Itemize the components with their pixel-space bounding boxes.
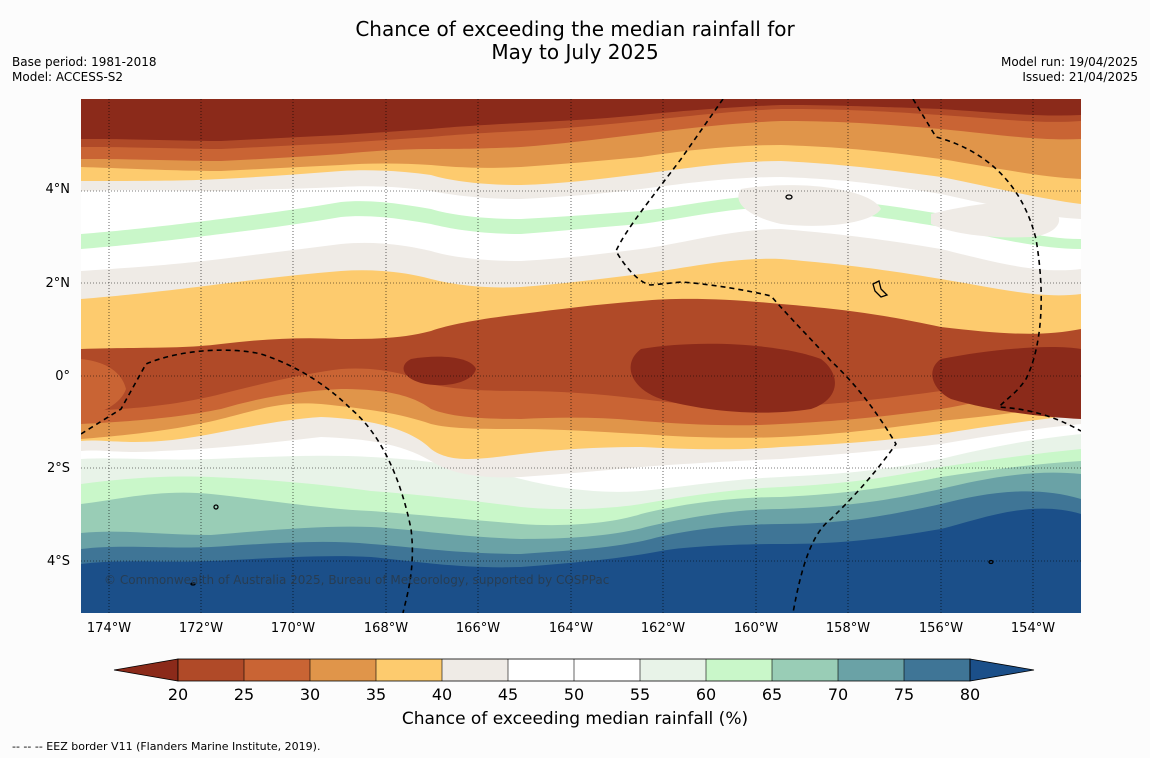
lon-label: 158°W <box>825 621 871 636</box>
cbar-tick: 50 <box>563 685 585 704</box>
lon-label: 160°W <box>733 621 779 636</box>
patch-north-40-center <box>738 185 881 226</box>
lon-label: 156°W <box>918 621 964 636</box>
cbar-seg <box>178 659 244 681</box>
cbar-seg <box>772 659 838 681</box>
model-name: Model: ACCESS-S2 <box>12 70 124 84</box>
base-period: Base period: 1981-2018 <box>12 55 157 69</box>
patch-eq-20-west <box>403 356 476 386</box>
patch-eq-25-west <box>81 359 126 417</box>
issued-date: Issued: 21/04/2025 <box>1022 70 1138 84</box>
patch-eq-20-center <box>630 343 835 413</box>
meta-left: Base period: 1981-2018 Model: ACCESS-S2 <box>12 55 157 85</box>
cbar-seg <box>904 659 970 681</box>
lat-label-4s: 4°S <box>46 554 70 569</box>
copyright-notice: © Commonwealth of Australia 2025, Bureau… <box>104 573 610 587</box>
cbar-tick: 65 <box>761 685 783 704</box>
cbar-tick: 35 <box>365 685 387 704</box>
lon-label: 172°W <box>178 621 224 636</box>
cbar-seg <box>706 659 772 681</box>
lat-label-2n: 2°N <box>45 276 71 291</box>
meta-right: Model run: 19/04/2025 Issued: 21/04/2025 <box>1001 55 1138 85</box>
lon-label: 164°W <box>548 621 594 636</box>
cbar-seg <box>508 659 574 681</box>
colorbar-segments <box>113 658 1035 682</box>
cbar-seg <box>376 659 442 681</box>
cbar-seg <box>310 659 376 681</box>
lat-label-4n: 4°N <box>45 182 71 197</box>
cbar-tick: 75 <box>893 685 915 704</box>
model-run: Model run: 19/04/2025 <box>1000 55 1138 69</box>
cbar-extend-high <box>969 658 1035 682</box>
lon-label: 170°W <box>270 621 316 636</box>
cbar-seg <box>442 659 508 681</box>
cbar-seg <box>244 659 310 681</box>
lon-label: 166°W <box>455 621 501 636</box>
cbar-tick: 70 <box>827 685 849 704</box>
cbar-extend-low <box>113 658 179 682</box>
islands <box>190 194 994 586</box>
cbar-tick: 20 <box>167 685 189 704</box>
map-canvas <box>81 99 1081 613</box>
cbar-tick: 55 <box>629 685 651 704</box>
patch-eq-20-east <box>932 347 1081 419</box>
eez-border <box>81 99 1081 613</box>
cbar-tick: 80 <box>959 685 981 704</box>
cbar-seg <box>574 659 640 681</box>
cbar-seg <box>838 659 904 681</box>
lon-label: 174°W <box>86 621 132 636</box>
lon-label: 154°W <box>1010 621 1056 636</box>
cbar-tick: 45 <box>497 685 519 704</box>
band-north-15 <box>81 99 1081 141</box>
cbar-tick: 60 <box>695 685 717 704</box>
cbar-tick: 40 <box>431 685 453 704</box>
colorbar-title: Chance of exceeding median rainfall (%) <box>401 709 749 729</box>
colorbar <box>113 658 1035 682</box>
rainfall-map <box>81 99 1081 613</box>
map-title: Chance of exceeding the median rainfall … <box>0 18 1150 64</box>
lon-label: 168°W <box>363 621 409 636</box>
lat-label-2s: 2°S <box>46 461 70 476</box>
title-line-1: Chance of exceeding the median rainfall … <box>355 17 795 41</box>
title-line-2: May to July 2025 <box>491 40 659 64</box>
eez-legend-note: -- -- -- EEZ border V11 (Flanders Marine… <box>12 740 321 753</box>
lat-label-eq: 0° <box>55 369 70 384</box>
cbar-tick: 30 <box>299 685 321 704</box>
cbar-tick: 25 <box>233 685 255 704</box>
lon-label: 162°W <box>640 621 686 636</box>
cbar-seg <box>640 659 706 681</box>
